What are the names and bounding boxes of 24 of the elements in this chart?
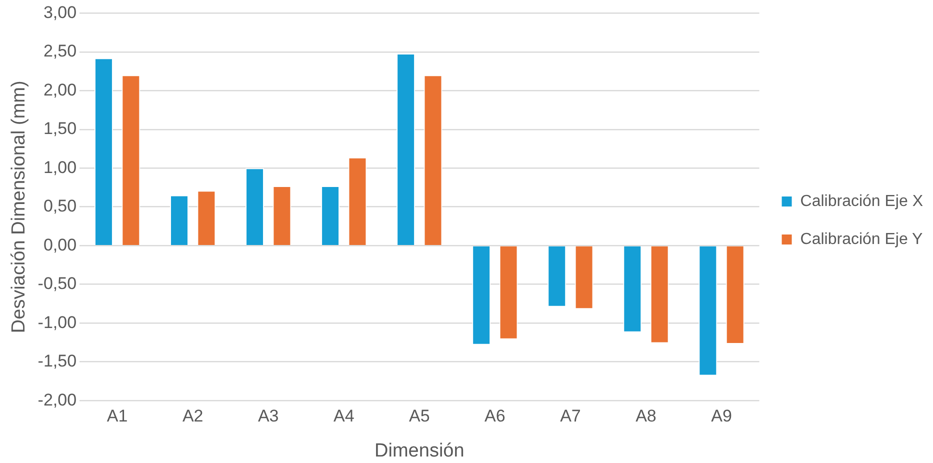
legend-label: Calibración Eje X: [800, 192, 924, 210]
x-tick-label: A7: [560, 406, 581, 426]
x-tick-label: A2: [182, 406, 204, 426]
y-tick-label: -1,00: [38, 312, 77, 332]
y-tick-label: -0,50: [38, 274, 77, 294]
x-tick-label: A5: [409, 406, 430, 426]
y-tick-label: 1,00: [43, 158, 77, 177]
y-tick-label: 0,50: [43, 196, 77, 216]
y-tick-label: 0,00: [43, 235, 77, 254]
x-tick-label: A9: [711, 406, 732, 426]
x-tick-label: A6: [484, 406, 506, 426]
x-tick-label: A3: [258, 406, 279, 426]
y-tick-label: -2,00: [38, 390, 77, 410]
x-tick-label: A8: [636, 406, 656, 426]
x-tick-label: A4: [333, 406, 354, 426]
legend-label: Calibración Eje Y: [800, 230, 924, 248]
y-tick-label: 2,50: [43, 42, 77, 61]
y-tick-label: 3,00: [43, 2, 77, 22]
y-tick-label: 2,00: [43, 80, 77, 100]
x-axis-title: Dimensión: [374, 440, 464, 462]
y-axis-title: Desviación Dimensional (mm): [8, 80, 30, 334]
x-tick-label: A1: [106, 406, 128, 426]
y-tick-label: -1,50: [38, 352, 77, 371]
y-tick-label: 1,50: [43, 119, 77, 138]
